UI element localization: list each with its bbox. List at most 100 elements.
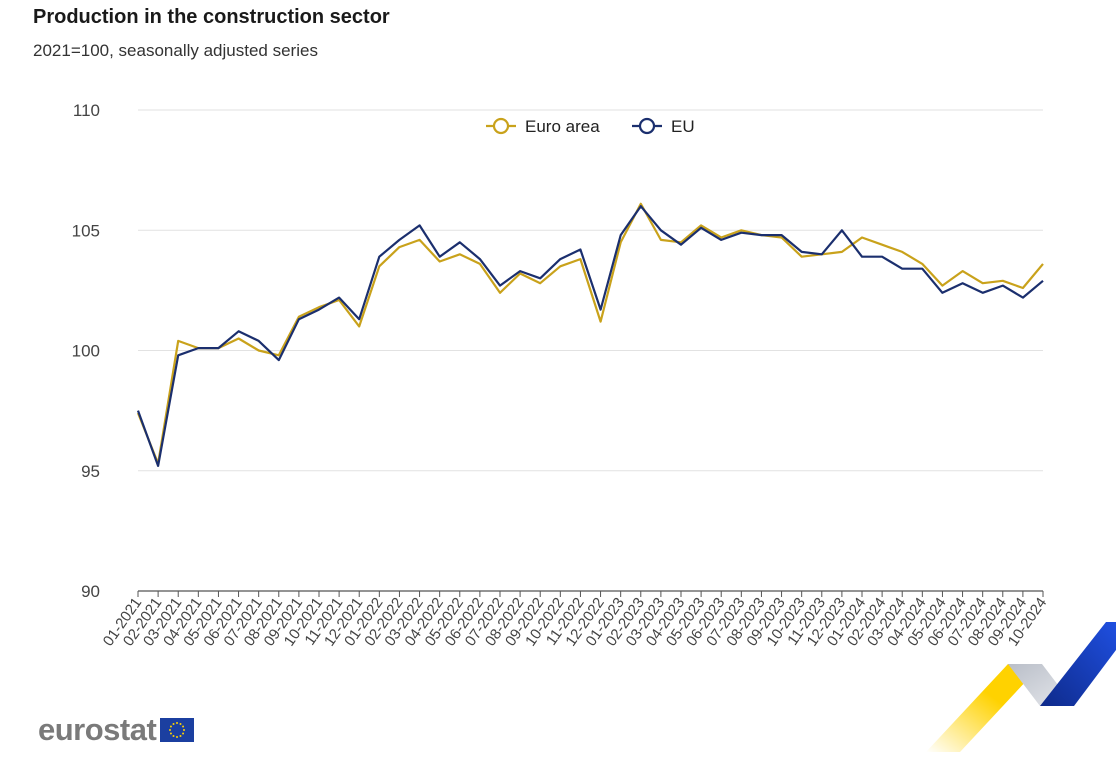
data-point[interactable] — [558, 264, 562, 268]
y-tick-label: 95 — [81, 462, 100, 481]
flag-star — [179, 735, 182, 738]
chart-title: Production in the construction sector — [33, 6, 390, 28]
data-point[interactable] — [176, 339, 180, 343]
flag-star — [169, 729, 172, 731]
data-point[interactable] — [337, 296, 341, 300]
data-point[interactable] — [237, 329, 241, 333]
grid-lines — [138, 109, 1043, 472]
brand-name: eurostat — [38, 712, 157, 747]
data-point[interactable] — [800, 255, 804, 259]
data-point[interactable] — [257, 339, 261, 343]
eu-flag-icon — [160, 718, 195, 742]
data-point[interactable] — [397, 238, 401, 242]
data-point[interactable] — [498, 291, 502, 295]
data-point[interactable] — [317, 308, 321, 312]
legend-marker-icon — [638, 117, 656, 135]
flag-star — [172, 722, 175, 725]
data-point[interactable] — [940, 291, 944, 295]
data-point[interactable] — [136, 409, 140, 413]
legend-marker-icon — [492, 117, 510, 135]
data-point[interactable] — [639, 204, 643, 208]
x-axis: 01-202102-202103-202104-202105-202106-20… — [100, 590, 1050, 649]
data-point[interactable] — [900, 267, 904, 271]
data-point[interactable] — [860, 235, 864, 239]
data-point[interactable] — [659, 228, 663, 232]
data-point[interactable] — [418, 223, 422, 227]
data-point[interactable] — [196, 346, 200, 350]
data-point[interactable] — [538, 276, 542, 280]
data-point[interactable] — [880, 243, 884, 247]
data-point[interactable] — [458, 252, 462, 256]
data-point[interactable] — [578, 247, 582, 251]
data-point[interactable] — [438, 255, 442, 259]
flag-star — [176, 736, 179, 738]
data-point[interactable] — [981, 281, 985, 285]
data-point[interactable] — [900, 250, 904, 254]
legend-label: Euro area — [525, 117, 600, 136]
series-line-euro-area — [136, 202, 1044, 465]
data-point[interactable] — [458, 240, 462, 244]
data-point[interactable] — [599, 320, 603, 324]
legend-label: EU — [671, 117, 695, 136]
data-point[interactable] — [699, 226, 703, 230]
data-point[interactable] — [739, 231, 743, 235]
data-point[interactable] — [257, 349, 261, 353]
data-point[interactable] — [840, 250, 844, 254]
legend-item-eu[interactable]: EU — [632, 117, 695, 136]
data-point[interactable] — [920, 267, 924, 271]
data-point[interactable] — [961, 281, 965, 285]
legend[interactable]: Euro area EU — [486, 117, 695, 136]
data-point[interactable] — [1001, 279, 1005, 283]
data-point[interactable] — [981, 291, 985, 295]
data-point[interactable] — [840, 228, 844, 232]
flag-star — [182, 725, 185, 728]
data-point[interactable] — [1041, 262, 1045, 266]
data-point[interactable] — [277, 358, 281, 362]
data-point[interactable] — [377, 264, 381, 268]
data-point[interactable] — [860, 255, 864, 259]
data-point[interactable] — [156, 464, 160, 468]
data-point[interactable] — [961, 269, 965, 273]
data-point[interactable] — [1021, 296, 1025, 300]
data-point[interactable] — [599, 308, 603, 312]
flag-star — [172, 735, 175, 738]
data-point[interactable] — [880, 255, 884, 259]
data-point[interactable] — [237, 336, 241, 340]
line-chart: 90 95 100 105 110 01-202102-202103-202104-20… — [72, 101, 1051, 649]
flag-star — [176, 722, 179, 724]
data-point[interactable] — [357, 324, 361, 328]
data-point[interactable] — [478, 257, 482, 261]
data-point[interactable] — [659, 238, 663, 242]
data-point[interactable] — [800, 250, 804, 254]
data-point[interactable] — [176, 353, 180, 357]
y-tick-label: 100 — [72, 342, 100, 361]
flag-star — [170, 725, 173, 728]
data-point[interactable] — [679, 243, 683, 247]
data-point[interactable] — [438, 260, 442, 264]
data-point[interactable] — [578, 257, 582, 261]
data-point[interactable] — [498, 284, 502, 288]
data-point[interactable] — [920, 262, 924, 266]
data-point[interactable] — [1041, 279, 1045, 283]
data-point[interactable] — [377, 255, 381, 259]
data-point[interactable] — [940, 284, 944, 288]
data-point[interactable] — [418, 238, 422, 242]
data-point[interactable] — [780, 233, 784, 237]
data-point[interactable] — [619, 233, 623, 237]
data-point[interactable] — [1021, 286, 1025, 290]
series-lines — [136, 202, 1045, 468]
data-point[interactable] — [820, 252, 824, 256]
data-point[interactable] — [297, 317, 301, 321]
decorative-stripes — [926, 622, 1116, 752]
data-point[interactable] — [538, 281, 542, 285]
data-point[interactable] — [397, 245, 401, 249]
data-point[interactable] — [357, 317, 361, 321]
data-point[interactable] — [518, 269, 522, 273]
legend-item-euro-area[interactable]: Euro area — [486, 117, 600, 136]
data-point[interactable] — [216, 346, 220, 350]
data-point[interactable] — [759, 233, 763, 237]
data-point[interactable] — [719, 238, 723, 242]
data-point[interactable] — [1001, 284, 1005, 288]
y-tick-label: 105 — [72, 221, 100, 240]
data-point[interactable] — [558, 257, 562, 261]
